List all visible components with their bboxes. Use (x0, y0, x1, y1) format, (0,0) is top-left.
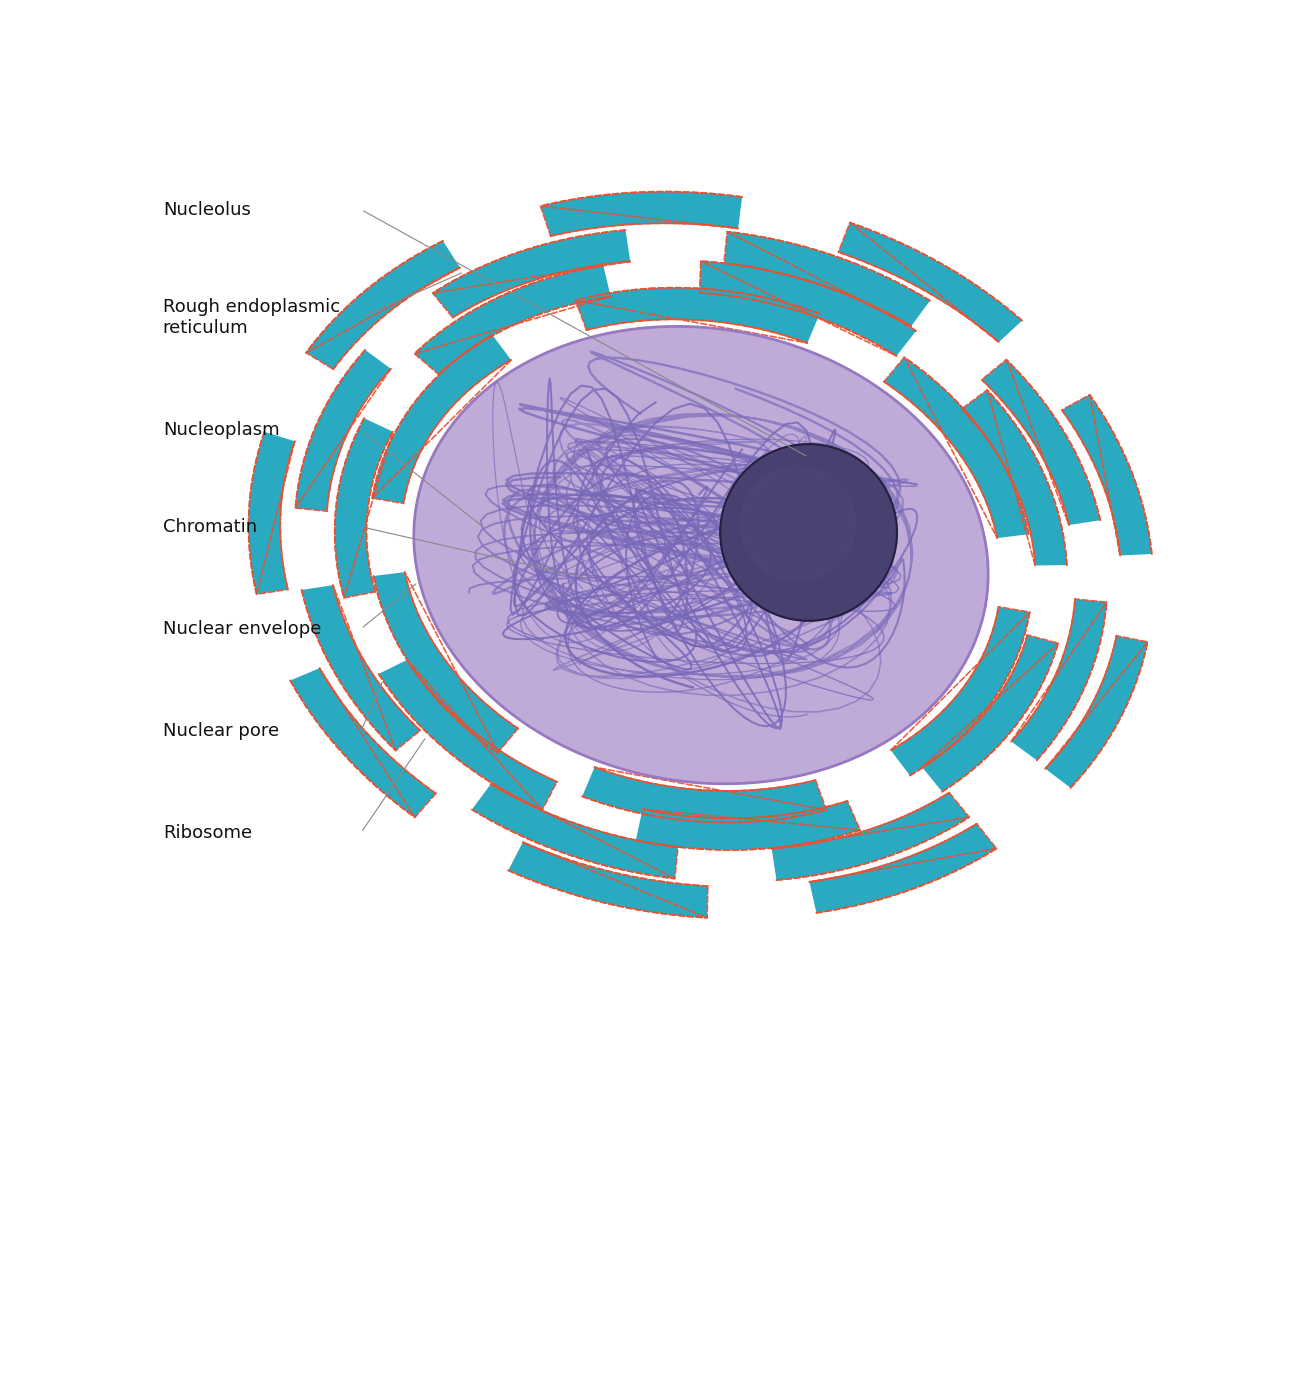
Text: Ribosome: Ribosome (162, 824, 252, 841)
Polygon shape (378, 660, 558, 810)
Polygon shape (922, 635, 1058, 792)
Text: alamy: alamy (65, 1309, 159, 1339)
Polygon shape (720, 443, 897, 621)
Text: Nuclear pore: Nuclear pore (162, 721, 280, 739)
Polygon shape (962, 391, 1067, 566)
Polygon shape (576, 288, 820, 343)
Polygon shape (636, 801, 861, 849)
Polygon shape (699, 261, 916, 356)
Polygon shape (302, 585, 420, 751)
Polygon shape (741, 466, 855, 581)
Text: www.alamy.com: www.alamy.com (1040, 1343, 1152, 1358)
Polygon shape (724, 232, 929, 327)
Polygon shape (508, 842, 707, 917)
Polygon shape (582, 767, 827, 823)
Polygon shape (982, 360, 1100, 525)
Polygon shape (290, 669, 436, 817)
Polygon shape (884, 357, 1028, 538)
Polygon shape (1062, 395, 1152, 556)
Text: Nucleoplasm: Nucleoplasm (162, 421, 280, 439)
Polygon shape (372, 335, 511, 503)
Polygon shape (433, 231, 630, 318)
Polygon shape (415, 265, 611, 374)
Text: Nucleus: Nucleus (426, 1147, 874, 1244)
Polygon shape (413, 327, 988, 784)
Text: Image ID: 2JRCDYN: Image ID: 2JRCDYN (1014, 1297, 1145, 1311)
Polygon shape (248, 432, 295, 594)
Polygon shape (472, 784, 677, 878)
Text: Nuclear envelope: Nuclear envelope (162, 620, 321, 638)
Polygon shape (810, 824, 997, 913)
Polygon shape (335, 418, 393, 598)
Polygon shape (295, 350, 391, 512)
Polygon shape (541, 192, 742, 236)
Polygon shape (1011, 599, 1106, 760)
Polygon shape (307, 240, 460, 370)
Polygon shape (772, 792, 970, 880)
Text: Rough endoplasmic
reticulum: Rough endoplasmic reticulum (162, 297, 341, 336)
Polygon shape (373, 573, 517, 753)
Polygon shape (1045, 635, 1148, 788)
Polygon shape (838, 222, 1022, 342)
Text: Nucleolus: Nucleolus (162, 200, 251, 218)
Text: Chromatin: Chromatin (162, 518, 257, 535)
Polygon shape (891, 607, 1030, 776)
